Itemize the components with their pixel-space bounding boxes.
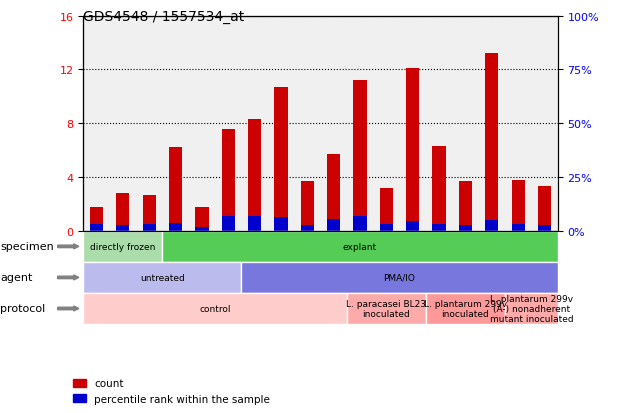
Bar — [301, 182, 314, 231]
Text: specimen: specimen — [0, 242, 54, 252]
Text: PMA/IO: PMA/IO — [383, 273, 415, 282]
Text: untreated: untreated — [140, 273, 185, 282]
Bar — [222, 129, 235, 231]
Bar — [353, 81, 367, 231]
Bar — [196, 227, 208, 231]
Text: L. plantarum 299v
(A-) nonadherent
mutant inoculated: L. plantarum 299v (A-) nonadherent mutan… — [490, 294, 573, 323]
Bar — [248, 216, 262, 231]
Bar — [196, 207, 208, 231]
Text: protocol: protocol — [0, 304, 46, 314]
Bar — [538, 187, 551, 231]
Bar — [90, 225, 103, 231]
Bar — [379, 225, 393, 231]
Bar — [433, 225, 445, 231]
Text: GDS4548 / 1557534_at: GDS4548 / 1557534_at — [83, 10, 245, 24]
Bar — [222, 216, 235, 231]
Bar — [116, 226, 129, 231]
Text: control: control — [199, 304, 231, 313]
Bar — [142, 195, 156, 231]
Bar — [274, 88, 288, 231]
Bar — [459, 226, 472, 231]
Bar — [327, 155, 340, 231]
Bar — [353, 216, 367, 231]
Bar — [485, 54, 499, 231]
Bar — [406, 69, 419, 231]
Legend: count, percentile rank within the sample: count, percentile rank within the sample — [69, 374, 274, 408]
Bar — [90, 207, 103, 231]
Text: directly frozen: directly frozen — [90, 242, 156, 251]
Bar — [301, 226, 314, 231]
Bar — [327, 219, 340, 231]
Bar — [116, 194, 129, 231]
Bar — [538, 226, 551, 231]
Bar — [512, 225, 525, 231]
Bar — [379, 188, 393, 231]
Text: explant: explant — [343, 242, 377, 251]
Text: agent: agent — [0, 273, 33, 283]
Bar — [169, 224, 182, 231]
Bar — [512, 180, 525, 231]
Text: L. paracasei BL23
inoculated: L. paracasei BL23 inoculated — [346, 299, 426, 318]
Bar — [485, 221, 499, 231]
Bar — [142, 225, 156, 231]
Bar — [459, 182, 472, 231]
Bar — [274, 218, 288, 231]
Bar — [248, 120, 262, 231]
Text: L. plantarum 299v
inoculated: L. plantarum 299v inoculated — [424, 299, 507, 318]
Bar — [406, 222, 419, 231]
Bar — [169, 148, 182, 231]
Bar — [433, 147, 445, 231]
